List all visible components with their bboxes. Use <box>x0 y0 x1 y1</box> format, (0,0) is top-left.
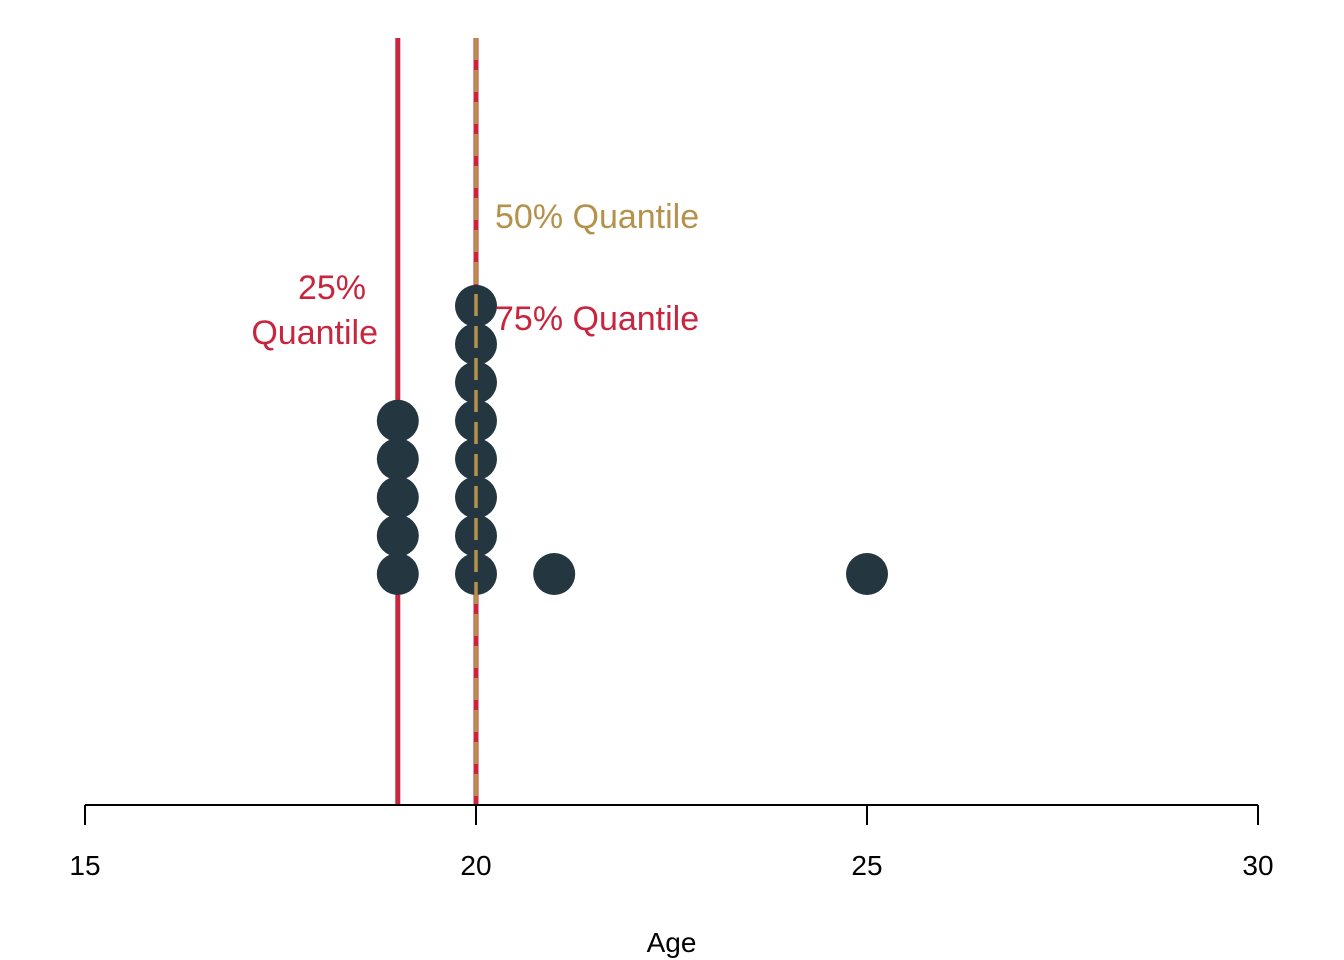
data-point <box>846 553 888 595</box>
data-point <box>376 476 419 519</box>
annotation-label: 50% Quantile <box>495 198 699 236</box>
data-point <box>455 553 497 595</box>
data-point <box>376 553 419 595</box>
data-point <box>533 553 576 595</box>
annotation-label: 25% <box>298 269 366 307</box>
annotations: 25% Quantile 50% Quantile 75% Quantile <box>251 198 699 352</box>
x-axis: 15 20 25 30 Age <box>69 804 1274 958</box>
annotation-label: 75% Quantile <box>495 300 699 338</box>
data-point <box>455 361 497 404</box>
data-points <box>376 38 888 805</box>
x-axis-ticks: 15 20 25 30 <box>69 805 1274 881</box>
data-point <box>376 438 419 481</box>
data-point <box>376 514 419 557</box>
x-tick-label: 30 <box>1242 850 1273 881</box>
x-tick-label: 20 <box>460 850 491 881</box>
annotation-label: Quantile <box>251 314 378 352</box>
x-axis-label: Age <box>647 927 697 958</box>
x-tick-label: 15 <box>69 850 100 881</box>
data-point <box>455 399 497 442</box>
data-point <box>376 399 419 442</box>
x-tick-label: 25 <box>851 850 882 881</box>
